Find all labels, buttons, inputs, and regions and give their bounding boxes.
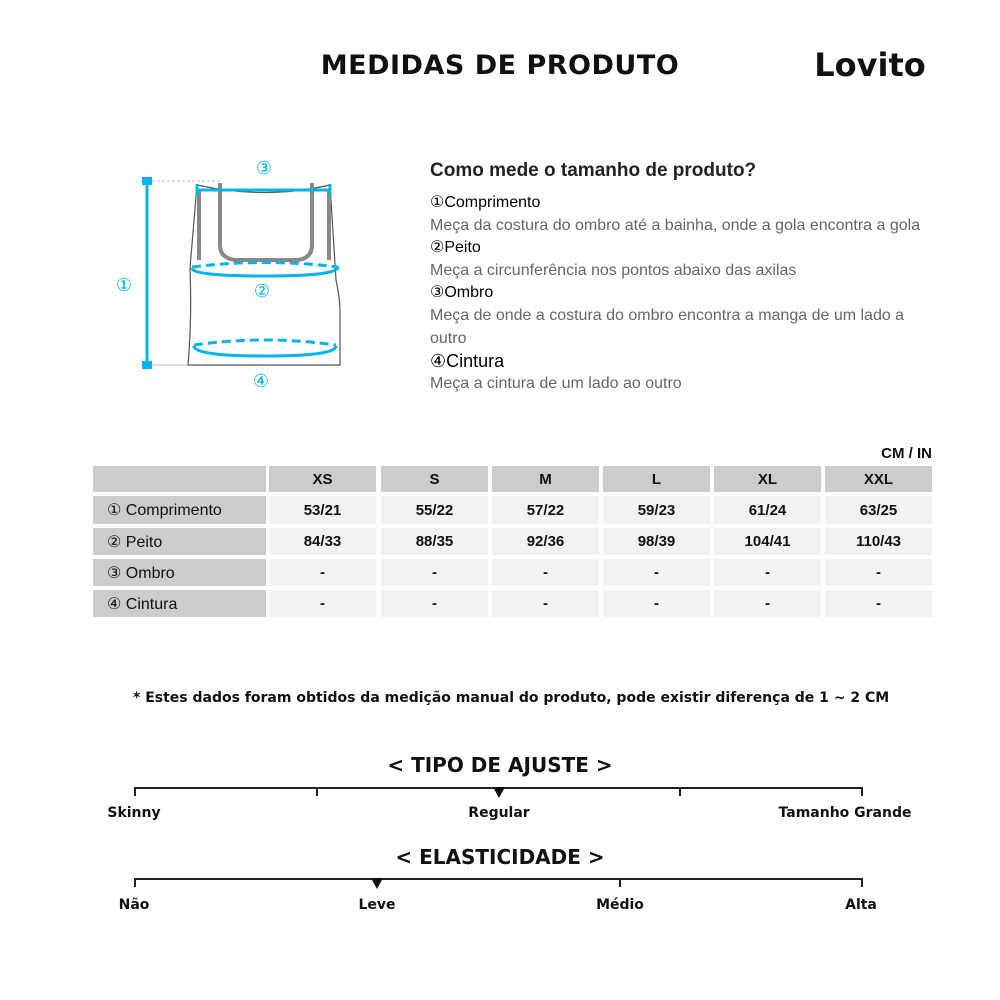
scale-tick [315,787,318,796]
how-to-question: Como mede o tamanho de produto? [430,160,757,181]
scale-tick [134,787,136,796]
scale-tick [618,878,621,887]
label-waist: ④ [253,371,269,391]
measure-heading: ①Comprimento [430,194,541,211]
size-header: M [492,466,599,492]
table-cell: - [381,559,488,586]
scale-tick [134,878,136,887]
scale-label: Médio [596,897,644,913]
how-to-measure: Como mede o tamanho de produto? ①Comprim… [430,160,950,395]
table-cell: 59/23 [603,496,710,524]
scale-label: Leve [358,897,396,913]
label-length: ① [116,275,132,295]
table-cell: 55/22 [381,496,488,524]
measure-desc: Meça a cintura de um lado ao outro [430,375,682,392]
table-cell: 92/36 [492,528,599,555]
scale-line [134,878,863,880]
scale-tick [861,787,863,796]
row-label: ② Peito [93,528,266,555]
table-header-corner [93,466,266,492]
brand-logo: Lovito [814,46,926,84]
size-header: XXL [825,466,932,492]
measure-heading: ④Cintura [430,351,505,371]
table-cell: 84/33 [269,528,376,555]
size-header: XS [269,466,376,492]
table-cell: - [492,559,599,586]
table-cell: - [825,590,932,617]
scale-label: Tamanho Grande [778,805,912,821]
scale-tick [679,787,682,796]
table-cell: 53/21 [269,496,376,524]
table-cell: - [492,590,599,617]
size-header: L [603,466,710,492]
scale-label: Skinny [107,805,161,821]
measurement-note: * Estes dados foram obtidos da medição m… [133,690,890,706]
table-cell: - [269,559,376,586]
table-cell: 104/41 [714,528,821,555]
table-cell: - [603,590,710,617]
row-label: ④ Cintura [93,590,266,617]
label-chest: ② [254,281,270,301]
row-label: ① Comprimento [93,496,266,524]
unit-label: CM / IN [881,445,932,462]
elasticity-title: < ELASTICIDADE > [395,845,605,869]
size-header: S [381,466,488,492]
label-shoulder: ③ [256,158,272,178]
table-cell: 61/24 [714,496,821,524]
scale-label: Regular [468,805,530,821]
garment-diagram: ③ ① ② ④ [116,158,341,391]
scale-label: Alta [845,897,877,913]
selected-marker-icon [492,787,505,798]
table-cell: 98/39 [603,528,710,555]
table-cell: - [714,559,821,586]
table-cell: 57/22 [492,496,599,524]
table-cell: 110/43 [825,528,932,555]
table-cell: - [269,590,376,617]
table-cell: 88/35 [381,528,488,555]
page-title: MEDIDAS DE PRODUTO [320,50,680,81]
waist-line [192,345,338,358]
measure-heading: ②Peito [430,239,481,256]
size-header: XL [714,466,821,492]
table-cell: - [603,559,710,586]
scale-label: Não [118,897,150,913]
table-cell: - [714,590,821,617]
table-cell: - [825,559,932,586]
selected-marker-icon [371,878,384,889]
row-label: ③ Ombro [93,559,266,586]
fit-title: < TIPO DE AJUSTE > [387,753,613,777]
table-cell: - [381,590,488,617]
measure-desc: Meça a circunferência nos pontos abaixo … [430,262,797,279]
measure-desc: Meça de onde a costura do ombro encontra… [430,307,905,347]
chest-line [190,266,340,278]
measure-desc: Meça da costura do ombro até a bainha, o… [430,217,921,234]
table-cell: 63/25 [825,496,932,524]
scale-tick [861,878,863,887]
measure-heading: ③Ombro [430,284,494,301]
